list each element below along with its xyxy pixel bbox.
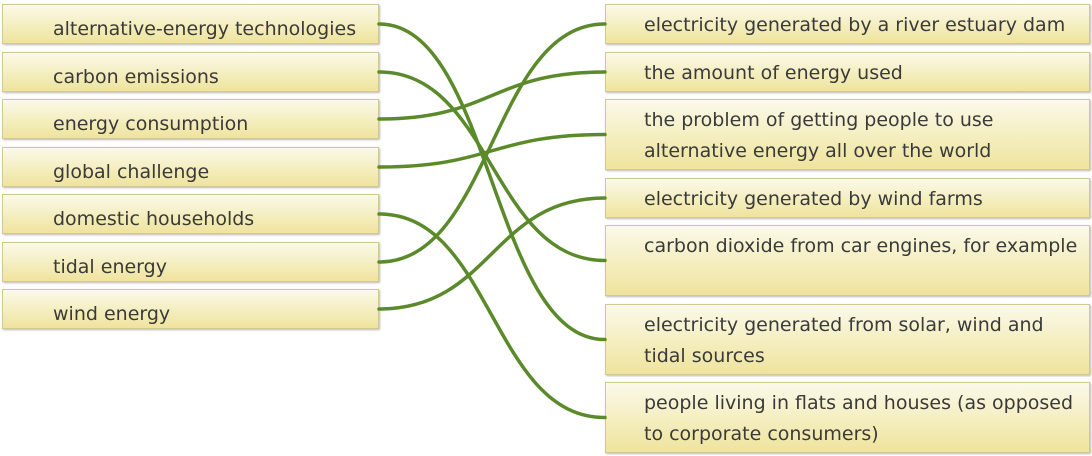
term-tidal-energy[interactable]: tidal energy bbox=[2, 242, 379, 282]
connector-line-5 bbox=[377, 22, 607, 264]
connector-line-6 bbox=[377, 196, 607, 311]
definition-carbon-dioxide[interactable]: carbon dioxide from car engines, for exa… bbox=[605, 225, 1090, 296]
term-energy-consumption[interactable]: energy consumption bbox=[2, 99, 379, 139]
term-wind-energy[interactable]: wind energy bbox=[2, 289, 379, 329]
definition-amount-of-energy[interactable]: the amount of energy used bbox=[605, 52, 1090, 92]
definition-river-estuary-dam[interactable]: electricity generated by a river estuary… bbox=[605, 4, 1090, 44]
term-global-challenge[interactable]: global challenge bbox=[2, 147, 379, 187]
term-domestic-households[interactable]: domestic households bbox=[2, 194, 379, 234]
connector-line-0 bbox=[377, 22, 607, 342]
definition-global-problem[interactable]: the problem of getting people to use alt… bbox=[605, 99, 1090, 170]
definition-solar-wind-tidal[interactable]: electricity generated from solar, wind a… bbox=[605, 304, 1090, 375]
term-alternative-energy-technologies[interactable]: alternative-energy technologies bbox=[2, 4, 379, 44]
connector-line-4 bbox=[377, 212, 607, 420]
term-carbon-emissions[interactable]: carbon emissions bbox=[2, 52, 379, 92]
definition-households[interactable]: people living in flats and houses (as op… bbox=[605, 382, 1090, 453]
connector-line-2 bbox=[377, 70, 607, 121]
connector-line-1 bbox=[377, 70, 607, 263]
connector-line-3 bbox=[377, 132, 607, 169]
definition-wind-farms[interactable]: electricity generated by wind farms bbox=[605, 178, 1090, 218]
